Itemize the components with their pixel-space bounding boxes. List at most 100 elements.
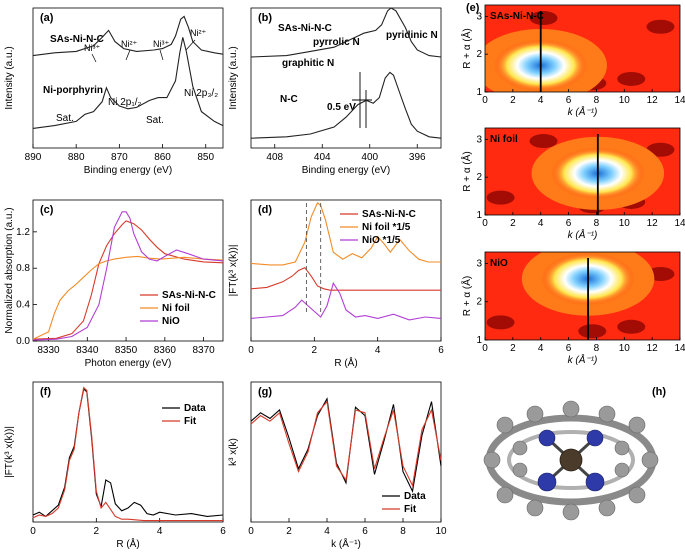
x-tick-label-c: 8360 [154, 345, 177, 356]
heatmap-x-tick-label: 0 [482, 218, 488, 229]
b-shift-marker [352, 72, 372, 128]
x-tick-label-c: 8370 [192, 345, 215, 356]
x-tick-label-a: 870 [111, 152, 128, 163]
legend-label-c: Ni foil [162, 303, 190, 314]
x-tick-label-d: 0 [248, 345, 254, 356]
heatmap-y-label: R + α (Å) [460, 28, 473, 69]
b-annot-sample: SAs-Ni-N-C [278, 23, 332, 34]
a-annot-sat-1: Sat. [56, 113, 74, 124]
legend-label-g: Fit [404, 504, 417, 515]
y-tick-label-c: 0.0 [16, 336, 30, 347]
legend-label-c: SAs-Ni-N-C [162, 290, 216, 301]
x-tick-label-a: 890 [25, 152, 42, 163]
heatmap-lobe [529, 11, 558, 26]
x-tick-label-c: 8350 [115, 345, 138, 356]
heatmap-x-tick-label: 12 [647, 218, 659, 229]
a-annot-porphyrin: Ni-porphyrin [43, 85, 103, 96]
heatmap-y-tick-label: 1 [476, 210, 482, 221]
b-annot-pyrrolic: pyrrolic N [313, 37, 360, 48]
y-axis-label-a: Intensity (a.u.) [4, 46, 15, 109]
x-tick-label-b: 396 [409, 152, 426, 163]
x-tick-label-a: 850 [197, 152, 214, 163]
panel-label-c: (c) [40, 204, 54, 216]
heatmap-x-tick-label: 6 [566, 343, 572, 354]
heatmap-y-tick-label: 3 [476, 134, 482, 145]
series-line-c-2 [32, 211, 224, 341]
x-tick-label-c: 8330 [37, 345, 60, 356]
heatmap-frame [484, 251, 681, 341]
x-tick-label-g: 4 [324, 526, 330, 537]
x-axis-label-g: k (Å⁻¹) [331, 537, 361, 550]
panel-label-b: (b) [258, 12, 272, 24]
y-axis-label-d: |FT(k³ x(k))| [228, 245, 239, 297]
heatmap-x-tick-label: 4 [538, 343, 544, 354]
series-line-b-1 [250, 71, 442, 139]
heatmap-x-tick-label: 2 [510, 343, 516, 354]
series-line-g-1 [250, 400, 442, 488]
heatmap-y-tick-label: 2 [476, 297, 482, 308]
x-tick-label-c: 8340 [76, 345, 99, 356]
heatmap-lobe [486, 315, 515, 330]
heatmap-frame [484, 4, 681, 93]
heatmap-lobe [486, 190, 515, 205]
series-line-f-1 [32, 386, 223, 522]
heatmap-x-tick-label: 8 [594, 218, 600, 229]
x-axis-label-c: Photon energy (eV) [85, 358, 172, 369]
heatmap-x-tick-label: 6 [566, 95, 572, 106]
x-axis-label-d: R (Å) [334, 356, 357, 369]
x-axis-label-a: Binding energy (eV) [84, 165, 172, 176]
series-line-c-0 [32, 220, 224, 340]
x-tick-label-f: 4 [157, 526, 163, 537]
x-axis-label-b: Binding energy (eV) [302, 165, 390, 176]
series-line-d-0 [250, 267, 441, 291]
x-tick-label-a: 880 [68, 152, 85, 163]
b-annot-shift: 0.5 eV [327, 102, 356, 113]
a-annot-ni2-1: Ni²⁺ [121, 39, 137, 49]
panel-label-h: (h) [652, 386, 666, 398]
x-axis-label-f: R (Å) [116, 537, 139, 550]
y-tick-label-c: 1.2 [16, 227, 30, 238]
legend-label-g: Data [404, 491, 426, 502]
heatmap-lobe [617, 71, 646, 86]
heatmap-x-tick-label: 6 [566, 218, 572, 229]
x-tick-label-f: 6 [220, 526, 226, 537]
molecule-illustration [483, 400, 659, 521]
series-line-b-0 [250, 7, 442, 58]
y-axis-label-f: |FT(k³ x(k))| [4, 426, 15, 478]
heatmap-title: SAs-Ni-N-C [490, 11, 544, 22]
x-tick-label-b: 400 [361, 152, 378, 163]
plot-frame-c [32, 199, 224, 342]
x-tick-label-d: 4 [375, 345, 381, 356]
heatmap-lobe [646, 19, 675, 34]
chart-b: 408 404 400 396 Binding energy (eV) Intensity… [228, 7, 442, 176]
heatmap-y-tick-label: 2 [476, 49, 482, 60]
heatmap-x-tick-label: 12 [647, 95, 659, 106]
legend-label-f: Fit [184, 416, 197, 427]
x-tick-label-g: 0 [248, 526, 254, 537]
heatmap-x-tick-label: 10 [619, 343, 631, 354]
heatmap-x-tick-label: 4 [538, 218, 544, 229]
x-tick-label-g: 10 [435, 526, 447, 537]
heatmap-lobe [578, 324, 607, 339]
a-annot-sat-2: Sat. [146, 115, 164, 126]
y-tick-label-c: 0.8 [16, 263, 30, 274]
heatmap-x-tick-label: 2 [510, 218, 516, 229]
y-axis-label-b: Intensity (a.u.) [228, 46, 239, 109]
panel-label-d: (d) [258, 204, 272, 216]
series-line-a-1 [32, 37, 224, 129]
x-tick-label-d: 2 [312, 345, 318, 356]
x-tick-label-g: 8 [400, 526, 406, 537]
heatmap-y-label: R + α (Å) [460, 276, 473, 317]
heatmap-x-tick-label: 14 [674, 343, 685, 354]
plot-frame-d [250, 199, 442, 342]
x-tick-label-b: 408 [266, 152, 283, 163]
chart-f: 0 2 4 6 R (Å) |FT(k³ x(k))| Data Fit [4, 381, 226, 550]
legend-label-f: Data [184, 403, 206, 414]
heatmap-frame [484, 127, 681, 216]
b-annot-nc: N-C [280, 94, 298, 105]
heatmap-title: NiO [490, 258, 508, 269]
chart-g: 0 2 4 6 8 10 k (Å⁻¹) k³ x(k) Data Fit [228, 381, 447, 550]
